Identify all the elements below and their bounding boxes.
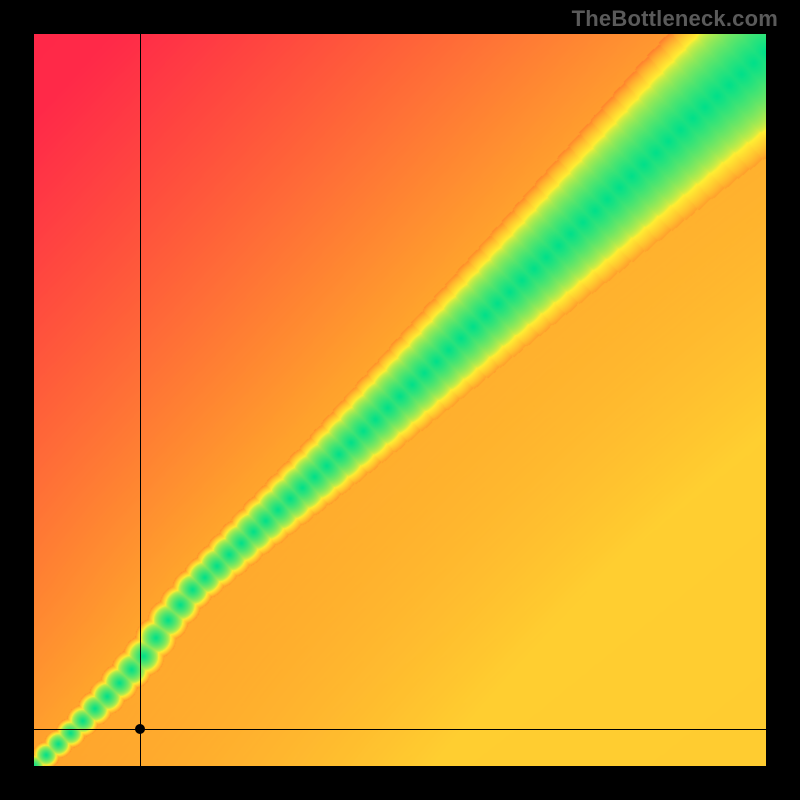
watermark-text: TheBottleneck.com <box>572 6 778 32</box>
chart-frame: TheBottleneck.com <box>0 0 800 800</box>
heatmap-plot <box>34 34 766 766</box>
heatmap-canvas <box>34 34 766 766</box>
crosshair-vertical <box>140 34 141 766</box>
crosshair-marker <box>135 724 145 734</box>
